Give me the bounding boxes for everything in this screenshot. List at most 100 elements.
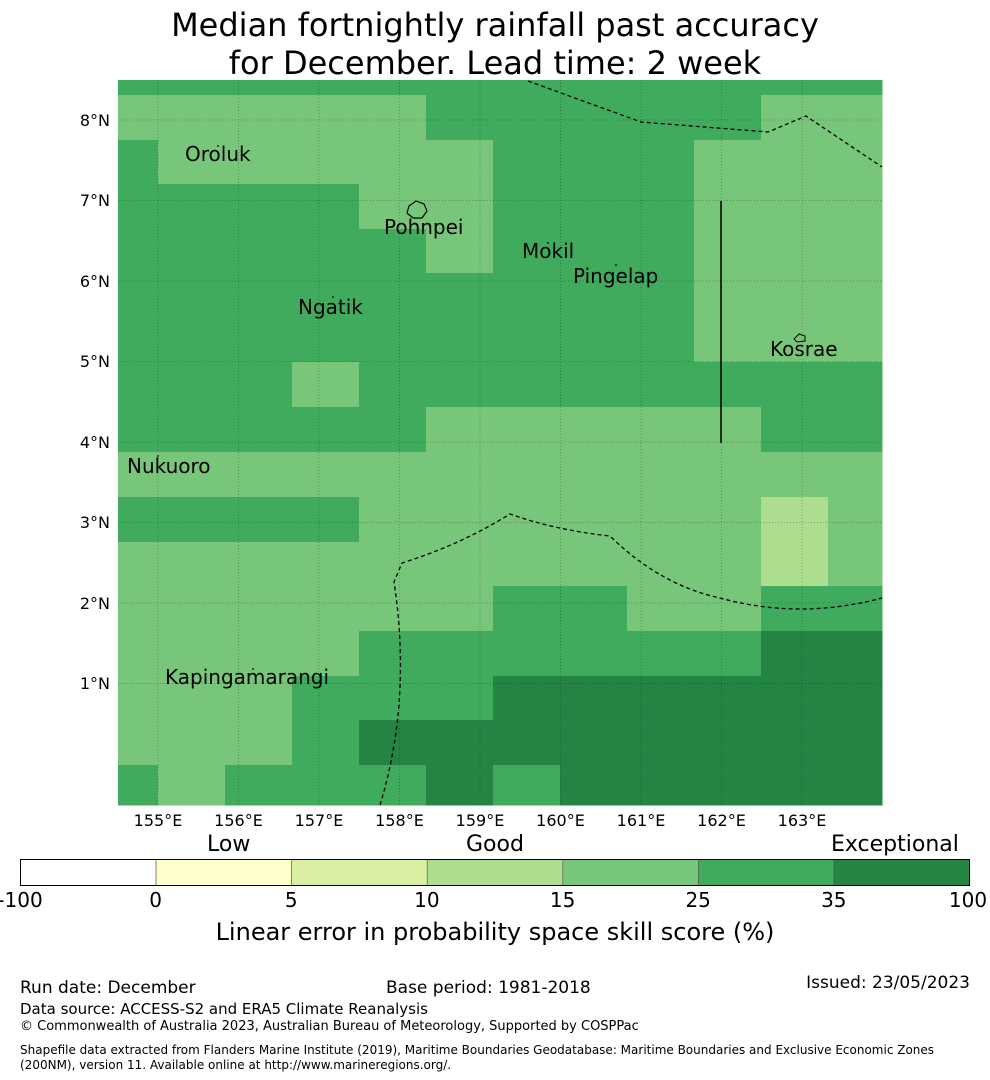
grid-cell — [359, 631, 427, 677]
grid-cell — [627, 452, 695, 498]
data-source: Data source: ACCESS-S2 and ERA5 Climate … — [20, 1000, 428, 1018]
grid-cell — [426, 765, 494, 806]
grid-cell — [493, 318, 561, 363]
grid-cell — [158, 229, 226, 274]
grid-cell — [359, 497, 427, 543]
lon-label: 160°E — [536, 811, 585, 830]
grid-cell — [493, 184, 561, 230]
lat-label: 8°N — [80, 111, 110, 130]
grid-cell — [225, 318, 293, 363]
grid-cell — [761, 452, 829, 498]
grid-cell — [292, 676, 360, 721]
colorbar-segment — [698, 859, 835, 886]
place-label: Pingelap — [573, 264, 658, 288]
grid-cell — [828, 542, 883, 587]
grid-cell — [426, 95, 494, 141]
grid-cell — [761, 95, 829, 141]
grid-cell — [627, 80, 695, 96]
grid-cell — [627, 229, 695, 274]
grid-cell — [426, 676, 494, 721]
grid-cell — [118, 676, 159, 721]
grid-cell — [426, 362, 494, 408]
grid-cell — [493, 631, 561, 677]
grid-cell — [761, 273, 829, 319]
grid-cell — [158, 95, 226, 141]
grid-cell — [694, 497, 762, 543]
grid-cell — [493, 273, 561, 319]
grid-cell — [292, 407, 360, 453]
grid-cell — [118, 586, 159, 632]
place-label: Oroluk — [185, 142, 251, 166]
grid-cell — [225, 676, 293, 721]
grid-cell — [694, 318, 762, 363]
grid-cell — [627, 631, 695, 677]
colorbar-segments — [20, 859, 970, 886]
grid-cell — [828, 720, 883, 766]
grid-cell — [225, 140, 293, 185]
grid-cell — [761, 80, 829, 96]
grid-cell — [426, 497, 494, 543]
colorbar-segment — [426, 859, 564, 886]
grid-cell — [118, 542, 159, 587]
grid-cell — [158, 273, 226, 319]
grid-cell — [493, 586, 561, 632]
grid-cell — [560, 407, 628, 453]
grid-cell — [560, 95, 628, 141]
grid-cell — [761, 497, 829, 543]
grid-cell — [694, 586, 762, 632]
longitude-axis: 155°E 156°E 157°E 158°E 159°E 160°E 161°… — [134, 811, 827, 830]
grid-cell — [627, 586, 695, 632]
grid-cell — [359, 407, 427, 453]
grid-cell — [292, 452, 360, 498]
grid-cell — [828, 95, 883, 141]
grid-cell — [560, 80, 628, 96]
grid-cell — [158, 452, 226, 498]
grid-cell — [426, 318, 494, 363]
grid-cell — [761, 676, 829, 721]
grid-cell — [118, 140, 159, 185]
grid-cell — [627, 273, 695, 319]
copyright: © Commonwealth of Australia 2023, Austra… — [20, 1019, 639, 1034]
island-dot — [615, 264, 617, 266]
lon-label: 163°E — [778, 811, 827, 830]
grid-cell — [493, 362, 561, 408]
grid-cell — [158, 542, 226, 587]
latitude-axis: 8°N 7°N 6°N 5°N 4°N 3°N 2°N 1°N — [80, 111, 110, 693]
grid-cell — [828, 362, 883, 408]
grid-cell — [694, 720, 762, 766]
island-dot — [217, 145, 219, 147]
lat-label: 7°N — [80, 191, 110, 210]
grid-cell — [560, 184, 628, 230]
colorbar — [20, 859, 970, 886]
grid-cell — [828, 273, 883, 319]
grid-cell — [560, 452, 628, 498]
grid-cell — [426, 80, 494, 96]
grid-cell — [493, 407, 561, 453]
grid-cell — [627, 362, 695, 408]
island-dot — [332, 296, 334, 298]
grid-cell — [761, 184, 829, 230]
lon-label: 157°E — [295, 811, 344, 830]
grid-cell — [694, 452, 762, 498]
grid-cell — [694, 362, 762, 408]
grid-cell — [359, 765, 427, 806]
grid-cell — [560, 720, 628, 766]
grid-cell — [560, 362, 628, 408]
grid-cell — [359, 80, 427, 96]
grid-cell — [627, 720, 695, 766]
grid-cell — [627, 765, 695, 806]
grid-cell — [158, 318, 226, 363]
grid-cell — [694, 407, 762, 453]
grid-cell — [359, 95, 427, 141]
grid-cell — [560, 318, 628, 363]
eez-boundaries — [379, 80, 883, 806]
grid-cell — [560, 765, 628, 806]
grid-cell — [627, 140, 695, 185]
grid-cell — [158, 80, 226, 96]
colorbar-tick: 0 — [149, 888, 162, 912]
grid-cell — [225, 273, 293, 319]
grid-cell — [292, 273, 360, 319]
grid-cell — [118, 273, 159, 319]
grid-cell — [694, 631, 762, 677]
grid-cell — [694, 229, 762, 274]
